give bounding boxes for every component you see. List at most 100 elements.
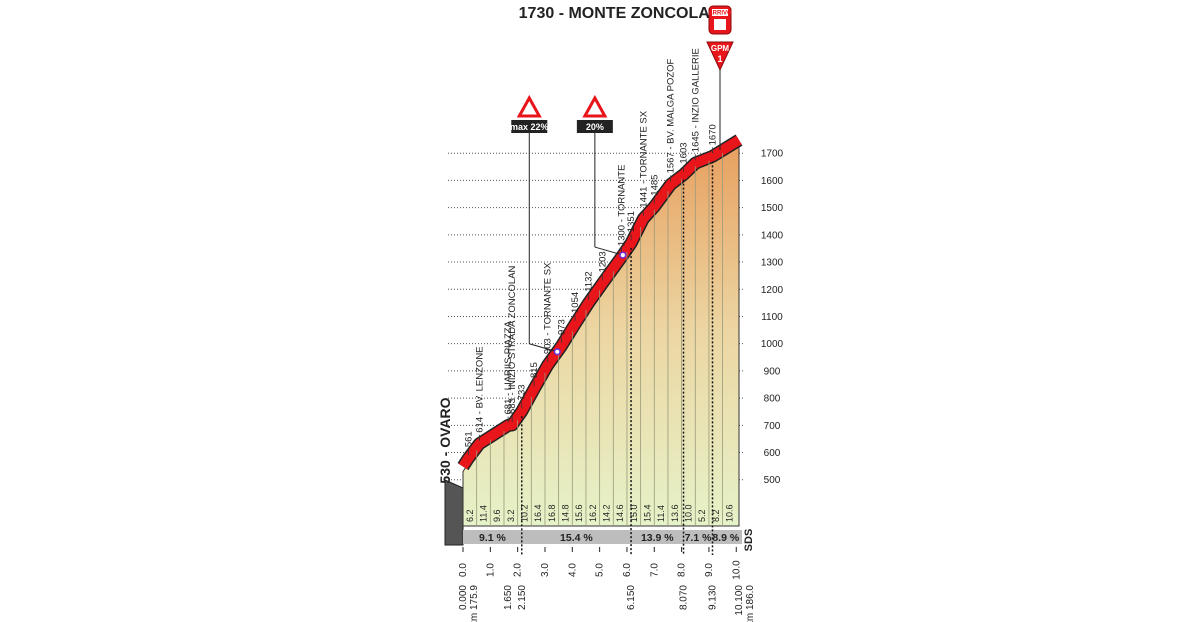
warning-marker bbox=[619, 251, 627, 259]
point-label: 1645 - INZIO GALLERIE bbox=[690, 48, 701, 152]
km-mark-label: 10.100 bbox=[734, 585, 745, 616]
gradient-label: 9.6 bbox=[492, 509, 502, 522]
finish-label: ARRIVO bbox=[708, 11, 732, 17]
gradient-label: 16.8 bbox=[547, 504, 557, 522]
point-label: 1300 - TORNANTE bbox=[616, 165, 627, 246]
point-label: 1441 - TORNANTE SX bbox=[638, 110, 649, 207]
point-label: 815 bbox=[529, 362, 540, 378]
gradient-label: 16.2 bbox=[588, 504, 598, 522]
x-tick-label: 10.0 bbox=[731, 560, 742, 580]
sector-label: 8.9 % bbox=[712, 532, 740, 544]
point-label: 1670 bbox=[707, 124, 718, 145]
point-label: 614 - BV. LENZONE bbox=[474, 346, 485, 432]
profile-line bbox=[458, 135, 742, 470]
warning-leader bbox=[529, 343, 558, 353]
point-label: 681 - LIARIIS-PIAZZA bbox=[503, 320, 514, 414]
y-tick-label: 1500 bbox=[761, 203, 784, 214]
point-label: 1054 bbox=[570, 292, 581, 313]
gradient-label: 16.4 bbox=[533, 504, 543, 522]
y-tick-label: 700 bbox=[764, 421, 781, 432]
y-tick-label: 500 bbox=[764, 475, 781, 486]
point-label: 683 - INIZIO STRADA ZONCOLAN bbox=[507, 265, 518, 413]
gradient-label: 3.2 bbox=[506, 509, 516, 522]
gradient-label: 8.2 bbox=[711, 509, 721, 522]
warning-leader bbox=[594, 246, 623, 256]
gradient-label: 15.6 bbox=[574, 504, 584, 522]
kom-label: GPM bbox=[711, 44, 730, 53]
y-tick-label: 1400 bbox=[761, 230, 784, 241]
gradient-label: 15.0 bbox=[629, 504, 639, 522]
sector-bar bbox=[463, 530, 742, 544]
sector-label: 7.1 % bbox=[685, 532, 713, 544]
gradient-label: 10.6 bbox=[724, 504, 734, 522]
warning-label: 20% bbox=[586, 122, 604, 132]
km-end: km 186.0 bbox=[745, 585, 756, 622]
y-tick-label: 1300 bbox=[761, 258, 784, 269]
gradient-label: 11.4 bbox=[656, 505, 666, 522]
gradient-label: 6.2 bbox=[465, 509, 475, 522]
x-tick-label: 9.0 bbox=[704, 563, 715, 577]
point-label: 1132 bbox=[584, 271, 595, 291]
gradient-label: 11.4 bbox=[478, 505, 488, 522]
km-mark-label: 9.130 bbox=[707, 585, 718, 610]
x-tick-label: 5.0 bbox=[595, 563, 606, 577]
kom-category: 1 bbox=[717, 54, 722, 64]
y-tick-label: 900 bbox=[764, 366, 781, 377]
warning-sign bbox=[516, 94, 542, 118]
point-label: 1203 bbox=[597, 251, 608, 272]
gradient-label: 13.6 bbox=[670, 504, 680, 522]
sector-label: 15.4 % bbox=[560, 532, 593, 544]
km-mark-label: 1.650 bbox=[503, 585, 514, 610]
km-start: km 175.9 bbox=[469, 585, 480, 622]
chart-title: 1730 - MONTE ZONCOLAN bbox=[519, 5, 722, 22]
km-mark-label: 2.150 bbox=[517, 585, 528, 610]
y-tick-label: 1100 bbox=[761, 312, 783, 323]
point-label: 733 bbox=[517, 384, 528, 400]
point-label: 903 - TORNANTE SX bbox=[543, 262, 554, 354]
point-label: 1485 bbox=[649, 175, 660, 196]
y-tick-label: 1600 bbox=[761, 176, 784, 187]
finish-plate bbox=[712, 9, 728, 16]
gradient-label: 5.2 bbox=[697, 509, 707, 522]
warning-box bbox=[511, 120, 548, 133]
gradient-label: 10.2 bbox=[519, 504, 529, 522]
point-label: 1567 - BV. MALGA POZOF bbox=[666, 58, 677, 173]
start-label: 530 - OVARO bbox=[437, 397, 453, 483]
y-tick-label: 800 bbox=[764, 394, 781, 405]
y-tick-label: 1000 bbox=[761, 339, 784, 350]
y-tick-label: 1200 bbox=[761, 285, 784, 296]
kom-sign bbox=[706, 41, 734, 72]
point-label: 973 bbox=[556, 319, 567, 335]
gradient-label: 14.8 bbox=[560, 504, 570, 522]
km-mark-label: 6.150 bbox=[626, 585, 637, 610]
gradient-label: 14.2 bbox=[601, 504, 611, 522]
x-tick-label: 2.0 bbox=[513, 563, 524, 577]
km-mark-label: 0.000 bbox=[458, 585, 469, 610]
gradient-label: 15.4 bbox=[642, 504, 652, 522]
y-tick-label: 1700 bbox=[761, 149, 784, 160]
x-tick-label: 1.0 bbox=[485, 563, 496, 577]
sector-label: 9.1 % bbox=[479, 532, 507, 544]
x-tick-label: 4.0 bbox=[567, 563, 578, 577]
gradient-label: 14.6 bbox=[615, 504, 625, 522]
point-label: 1603 bbox=[679, 142, 690, 163]
km-mark-label: 8.070 bbox=[679, 585, 690, 610]
warning-sign bbox=[582, 94, 608, 118]
x-tick-label: 7.0 bbox=[649, 563, 660, 577]
x-tick-label: 8.0 bbox=[677, 563, 688, 577]
y-tick-label: 600 bbox=[764, 448, 781, 459]
warning-box bbox=[576, 120, 613, 133]
gradient-label: 10.0 bbox=[683, 504, 693, 522]
point-label: 1351 bbox=[626, 211, 637, 232]
plot: 500 600 700 800 900 1000 1100 1200 1300 1400 1500 1… bbox=[437, 48, 784, 622]
warning-label: max 22% bbox=[510, 122, 549, 132]
x-tick-label: 3.0 bbox=[540, 563, 551, 577]
sector-label: 13.9 % bbox=[641, 532, 674, 544]
point-label: 561 bbox=[463, 431, 474, 447]
start-wall bbox=[444, 479, 464, 546]
warning-marker bbox=[553, 348, 561, 356]
x-tick-label: 0.0 bbox=[458, 563, 469, 577]
x-tick-label: 6.0 bbox=[622, 563, 633, 577]
credit: SDS bbox=[743, 529, 755, 552]
